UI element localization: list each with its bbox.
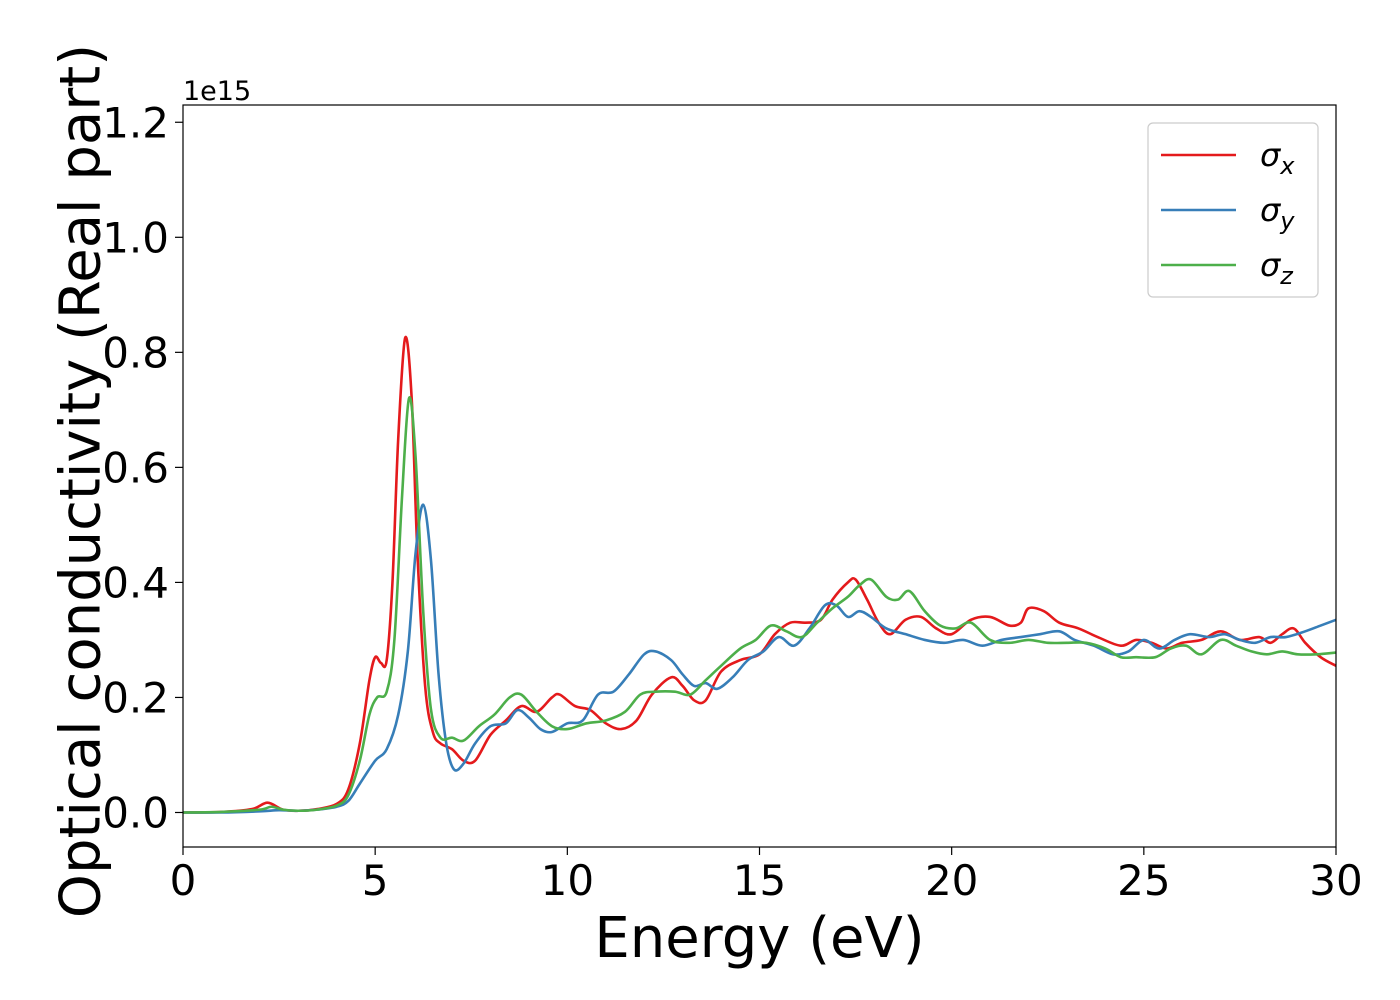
x-axis: 0 5 10 15 20 25 30: [170, 847, 1363, 905]
legend-label-2: σz: [1260, 246, 1294, 290]
x-tick-label: 15: [733, 856, 786, 905]
y-tick-label: 1.2: [102, 98, 169, 147]
y-tick-label: 0.4: [102, 558, 169, 607]
y-tick-label: 0.6: [102, 443, 169, 492]
x-tick-label: 25: [1117, 856, 1170, 905]
series-line-1: [182, 503, 1337, 814]
series-line-0: [182, 335, 1337, 814]
x-tick-label: 0: [170, 856, 197, 905]
x-axis-title: Energy (eV): [594, 906, 924, 971]
y-axis-title: Optical conductivity (Real part): [49, 44, 114, 918]
y-tick-label: 0.8: [102, 328, 169, 377]
series-line-2: [182, 396, 1337, 814]
legend-label-0: σx: [1260, 136, 1295, 180]
y-axis: 0.0 0.2 0.4 0.6 0.8 1.0 1.2: [102, 98, 183, 837]
legend: σx σy σz: [1147, 122, 1319, 298]
x-tick-label: 30: [1309, 856, 1362, 905]
x-tick-label: 5: [362, 856, 389, 905]
y-tick-label: 1.0: [102, 213, 169, 262]
y-offset-label: 1e15: [183, 76, 251, 107]
legend-label-1: σy: [1260, 191, 1295, 235]
x-tick-label: 10: [541, 856, 594, 905]
y-tick-label: 0.2: [102, 673, 169, 722]
x-tick-label: 20: [925, 856, 978, 905]
y-tick-label: 0.0: [102, 788, 169, 837]
series-layer: [182, 335, 1337, 814]
